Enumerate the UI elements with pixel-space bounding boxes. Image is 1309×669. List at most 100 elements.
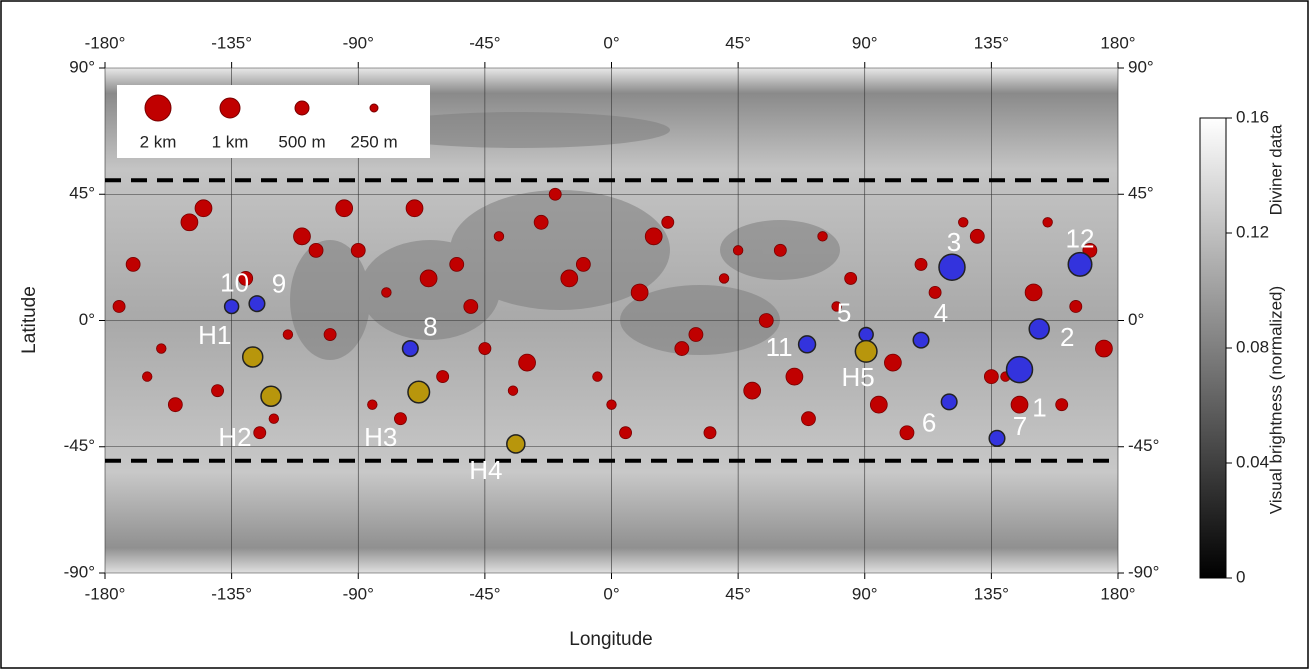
crater-point [1070,300,1082,312]
crater-point [479,343,491,355]
crater-point [941,394,957,410]
point-label: 8 [423,311,437,341]
crater-point [631,284,648,301]
point-label: 3 [947,227,961,257]
point-label: H3 [364,422,397,452]
point-label: 12 [1066,223,1095,253]
x-tick-label: 180° [1100,584,1135,603]
crater-point [818,232,828,242]
crater-point [929,286,941,298]
point-label: 11 [766,332,793,362]
point-label: 5 [837,297,851,327]
crater-point [507,435,525,453]
crater-point [884,354,901,371]
crater-point [1043,218,1053,228]
x-tick-label: 90° [852,584,878,603]
x-tick-label: 90° [852,33,878,52]
crater-point [254,427,266,439]
crater-point [989,431,1005,447]
legend-marker [145,95,171,121]
point-label: 7 [1013,411,1027,441]
crater-point [126,257,140,271]
y-tick-label: 90° [1128,57,1154,76]
y-tick-label: -45° [1128,436,1159,455]
crater-point [403,341,419,357]
crater-point [704,427,716,439]
colorbar-tick-label: 0.08 [1236,337,1269,356]
point-label: 10 [220,267,249,297]
point-label: 4 [934,298,948,328]
legend-marker [220,98,240,118]
y-tick-label: 45° [1128,184,1154,203]
crater-point [719,274,729,284]
crater-point [970,229,984,243]
x-tick-label: 180° [1100,33,1135,52]
point-label: H2 [218,422,251,452]
crater-point [450,257,464,271]
crater-point [915,258,927,270]
crater-point [1068,253,1092,277]
y-axis-label: Latitude [19,286,40,354]
x-tick-label: -180° [85,584,126,603]
crater-point [508,386,518,396]
point-label: H5 [842,362,875,392]
crater-point [156,344,166,354]
colorbar-tick-label: 0.04 [1236,452,1269,471]
crater-point [744,382,761,399]
crater-point [801,412,815,426]
crater-point [786,368,803,385]
crater-point [549,188,561,200]
crater-point [382,288,392,298]
crater-point [336,200,353,217]
crater-point [1007,357,1033,383]
legend-label: 2 km [140,132,177,151]
crater-point [859,328,873,342]
crater-point [249,296,265,312]
crater-point [420,270,437,287]
colorbar-label: Visual brightness (normalized) [1266,286,1285,514]
x-tick-label: 0° [603,584,619,603]
x-tick-label: 45° [725,33,751,52]
crater-point [1025,284,1042,301]
crater-point [408,381,430,403]
crater-point [142,372,152,382]
crater-point [1095,340,1112,357]
x-tick-label: -90° [343,584,374,603]
colorbar-label: Diviner data [1266,124,1285,215]
x-tick-label: -180° [85,33,126,52]
crater-point [939,254,965,280]
x-tick-label: 135° [974,33,1009,52]
point-label: H1 [198,320,231,350]
crater-point [283,330,293,340]
y-tick-label: -45° [64,436,95,455]
crater-point [534,215,548,229]
x-tick-label: 45° [725,584,751,603]
x-tick-label: -135° [211,33,252,52]
crater-point [561,270,578,287]
crater-point [593,372,603,382]
point-label: H4 [469,455,502,485]
x-axis-label: Longitude [569,629,652,650]
crater-point [494,232,504,242]
crater-point [607,400,617,410]
legend-marker [370,104,378,112]
crater-point [958,218,968,228]
crater-point [243,347,263,367]
crater-point [774,244,786,256]
y-tick-label: 0° [1128,310,1144,329]
colorbar [1200,118,1226,578]
crater-point [324,328,336,340]
crater-point [620,427,632,439]
x-tick-label: -45° [469,33,500,52]
crater-point [913,332,929,348]
x-tick-label: -45° [469,584,500,603]
crater-point [1056,399,1068,411]
crater-point [984,370,998,384]
y-tick-label: 0° [79,310,95,329]
crater-point [662,216,674,228]
legend-marker [295,101,309,115]
crater-point [689,328,703,342]
crater-point [759,314,773,328]
crater-point [269,414,279,424]
crater-point [437,371,449,383]
